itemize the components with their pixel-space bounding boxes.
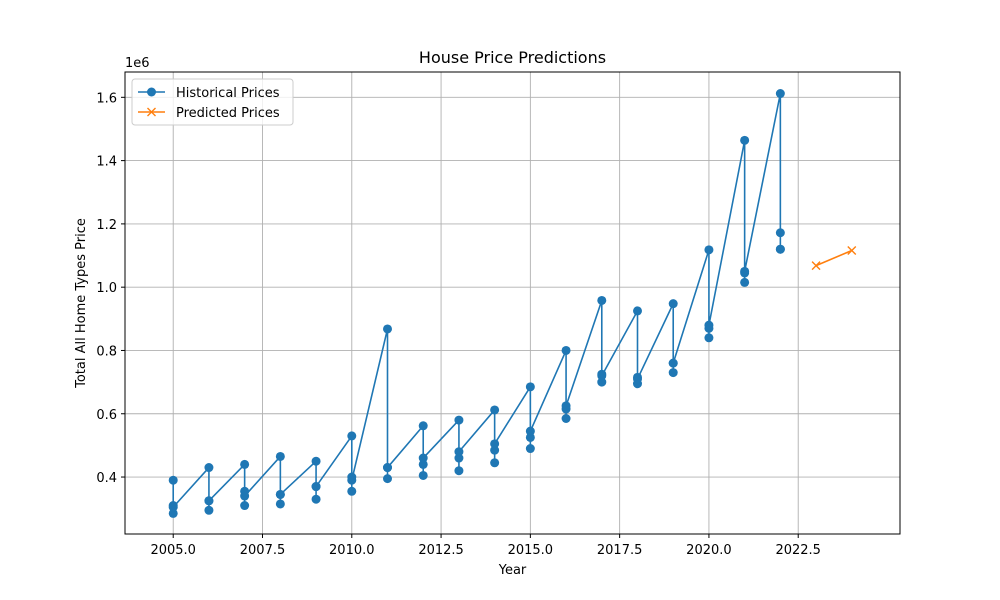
y-offset-label: 1e6	[125, 56, 150, 71]
data-point	[383, 474, 392, 484]
data-point	[847, 245, 857, 255]
data-point	[311, 494, 321, 504]
y-tick-label: 1.6	[96, 91, 117, 106]
y-tick-label: 0.8	[96, 344, 117, 359]
data-point	[525, 426, 535, 436]
series-line-1	[815, 249, 853, 267]
legend-label-historical: Historical Prices	[176, 86, 280, 101]
data-point	[454, 415, 464, 425]
data-point	[275, 499, 285, 509]
grid	[125, 72, 900, 534]
data-point	[347, 486, 357, 496]
data-point	[383, 324, 392, 334]
data-point	[704, 333, 714, 343]
y-axis-label: Total All Home Types Price	[74, 218, 89, 389]
data-point	[597, 377, 607, 387]
data-point	[418, 421, 428, 431]
legend-marker-historical	[147, 87, 156, 97]
data-point	[525, 444, 535, 454]
data-point	[240, 501, 250, 511]
data-point	[347, 431, 357, 441]
data-point	[204, 505, 214, 515]
plot-frame	[124, 71, 901, 535]
x-tick-label: 2012.5	[418, 543, 464, 558]
data-point	[204, 463, 214, 473]
data-point	[490, 445, 500, 455]
data-point	[240, 491, 250, 501]
data-point	[775, 89, 785, 99]
data-point	[418, 459, 428, 469]
y-tick-label: 1.4	[96, 155, 117, 170]
data-point	[740, 266, 750, 276]
y-tick-label: 1.0	[96, 281, 117, 296]
data-point	[740, 135, 750, 145]
data-point	[168, 475, 178, 485]
data-point	[561, 414, 571, 423]
data-point	[704, 245, 714, 255]
data-point	[383, 463, 392, 473]
x-tick-label: 2020.0	[686, 543, 732, 558]
data-point	[633, 374, 642, 384]
data-point	[740, 277, 750, 287]
data-point	[311, 482, 321, 492]
data-point	[454, 466, 464, 476]
data-point	[275, 451, 285, 461]
data-point	[204, 496, 214, 506]
data-point	[811, 261, 821, 271]
ticks: 2005.0 2007.5 2010.0 2012.5 2015.0 2017.5 2020…	[96, 91, 821, 558]
data-point	[490, 439, 500, 449]
data-point	[490, 458, 500, 468]
data-point	[240, 459, 250, 469]
data-point	[525, 432, 535, 442]
data-point	[418, 470, 428, 480]
x-tick-label: 2015.0	[508, 543, 554, 558]
x-tick-label: 2022.5	[775, 543, 821, 558]
data-point	[311, 456, 321, 466]
legend-item-predicted: Predicted Prices	[138, 106, 280, 121]
y-tick-label: 0.4	[96, 471, 117, 486]
data-point	[347, 475, 357, 485]
x-tick-label: 2017.5	[597, 543, 643, 558]
legend-item-historical: Historical Prices	[138, 86, 280, 101]
data-point	[668, 299, 678, 309]
data-point	[704, 320, 714, 330]
chart-title: House Price Predictions	[419, 48, 606, 67]
data-point	[490, 405, 500, 415]
data-point	[668, 358, 678, 368]
data-point	[561, 401, 571, 411]
data-point	[168, 508, 178, 518]
data-point	[418, 453, 428, 463]
x-tick-label: 2007.5	[240, 543, 286, 558]
legend-marker-predicted	[147, 107, 156, 117]
data-point	[525, 382, 535, 392]
y-tick-label: 1.2	[96, 218, 117, 233]
data-point	[561, 345, 571, 355]
data-point	[668, 368, 678, 378]
y-tick-label: 0.6	[96, 408, 117, 423]
data-point	[633, 306, 642, 316]
data-point	[775, 228, 785, 238]
x-tick-label: 2010.0	[329, 543, 375, 558]
series-line-0	[172, 92, 782, 515]
legend-label-predicted: Predicted Prices	[176, 106, 280, 121]
data-point	[597, 371, 607, 381]
data-point	[454, 453, 464, 463]
legend: Historical Prices Predicted Prices	[131, 78, 294, 126]
x-tick-label: 2005.0	[150, 543, 196, 558]
data-point	[775, 244, 785, 254]
data-point	[597, 295, 607, 305]
data-point	[454, 447, 464, 457]
legend-box	[131, 78, 294, 126]
data-point	[168, 502, 178, 512]
x-axis-label: Year	[498, 563, 527, 578]
data-point	[275, 489, 285, 499]
series-layer	[168, 89, 857, 518]
